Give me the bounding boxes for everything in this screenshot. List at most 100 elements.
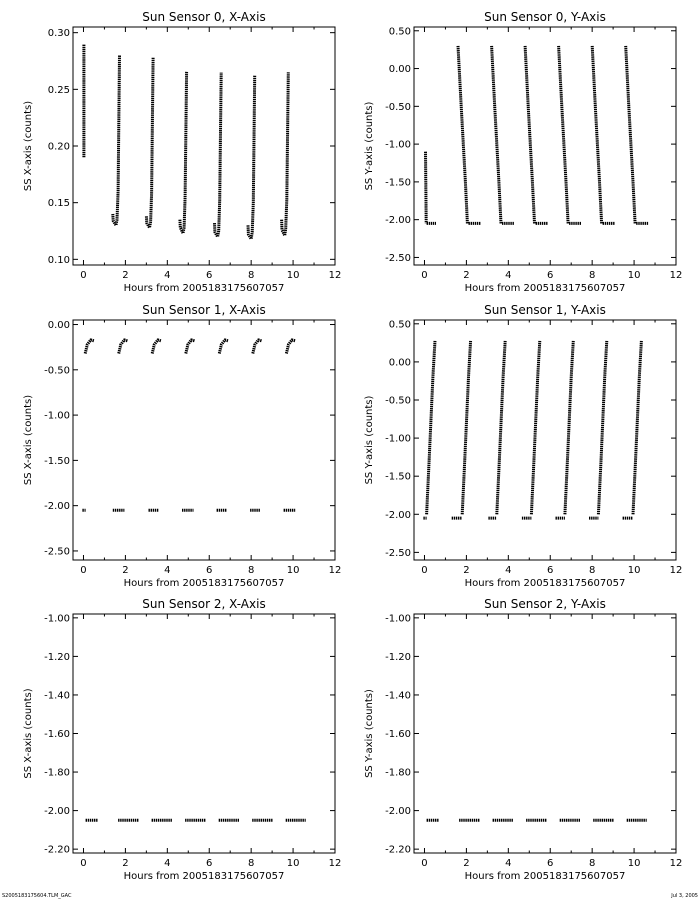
y-axis-label: SS X-axis (counts) bbox=[23, 395, 34, 485]
x-tick-label: 0 bbox=[421, 858, 427, 869]
y-tick-label: 0.30 bbox=[48, 28, 70, 39]
x-tick-label: 10 bbox=[287, 270, 300, 281]
plot-frame bbox=[72, 613, 336, 854]
plot-frame bbox=[413, 613, 677, 854]
x-tick-label: 2 bbox=[122, 270, 128, 281]
data-segment-4 bbox=[490, 45, 503, 224]
x-axis-label: Hours from 2005183175607057 bbox=[124, 578, 285, 589]
y-tick-label: 0.00 bbox=[389, 357, 411, 368]
chart-title: Sun Sensor 2, Y-Axis bbox=[484, 597, 606, 611]
x-tick-label: 12 bbox=[670, 858, 683, 869]
y-tick-label: -1.40 bbox=[385, 690, 411, 701]
x-tick-label: 0 bbox=[80, 858, 86, 869]
chart-panel-2: Sun Sensor 1, X-Axis 0 2 4 6 8 10 12 -2.50 -2.00 -… bbox=[23, 303, 341, 589]
y-tick-label: -1.50 bbox=[44, 456, 70, 467]
y-tick-label: -1.20 bbox=[44, 652, 70, 663]
y-tick-label: -2.20 bbox=[44, 845, 70, 856]
y-tick-label: -1.00 bbox=[44, 613, 70, 624]
x-tick-label: 0 bbox=[421, 270, 427, 281]
x-tick-label: 2 bbox=[463, 858, 469, 869]
x-tick-label: 4 bbox=[505, 858, 511, 869]
data-segment-5 bbox=[251, 338, 263, 354]
plot-frame bbox=[72, 319, 336, 561]
x-tick-label: 8 bbox=[589, 858, 595, 869]
chart-panel-1: Sun Sensor 0, Y-Axis 0 2 4 6 8 10 12 -2.50 -2.00 -… bbox=[364, 10, 682, 294]
data-segment-2 bbox=[150, 338, 162, 354]
x-tick-label: 12 bbox=[670, 565, 683, 576]
data-segment-12 bbox=[624, 45, 637, 224]
x-axis-label: Hours from 2005183175607057 bbox=[124, 283, 285, 294]
chart-panel-4: Sun Sensor 2, X-Axis 0 2 4 6 8 10 12 -2.20 -2.00 -… bbox=[23, 597, 341, 882]
y-tick-label: 0.50 bbox=[389, 26, 411, 37]
plot-frame bbox=[413, 26, 677, 266]
y-axis-label: SS X-axis (counts) bbox=[23, 101, 34, 191]
data-segment-11 bbox=[596, 340, 609, 515]
data-segment-7 bbox=[529, 340, 542, 515]
x-tick-label: 12 bbox=[329, 565, 342, 576]
y-tick-label: -2.50 bbox=[385, 548, 411, 559]
x-tick-label: 10 bbox=[287, 565, 300, 576]
x-tick-label: 2 bbox=[463, 270, 469, 281]
data-segment-5 bbox=[495, 340, 507, 515]
data-segment-6 bbox=[280, 72, 290, 237]
y-tick-label: -0.50 bbox=[385, 102, 411, 113]
data-segment-6 bbox=[284, 338, 296, 354]
x-tick-label: 2 bbox=[122, 858, 128, 869]
footer-filename: S2005183175604.TLM_GAC bbox=[2, 893, 72, 899]
data-segment-1 bbox=[425, 340, 437, 515]
y-tick-label: -1.00 bbox=[385, 140, 411, 151]
y-tick-label: 0.15 bbox=[48, 198, 70, 209]
y-tick-label: -1.80 bbox=[44, 768, 70, 779]
x-tick-label: 0 bbox=[80, 565, 86, 576]
chart-title: Sun Sensor 1, X-Axis bbox=[142, 303, 265, 317]
x-tick-label: 8 bbox=[589, 270, 595, 281]
x-tick-label: 4 bbox=[164, 858, 170, 869]
chart-panel-3: Sun Sensor 1, Y-Axis 0 2 4 6 8 10 12 -2.50 -2.00 -… bbox=[364, 303, 682, 589]
y-tick-label: -1.60 bbox=[44, 729, 70, 740]
y-tick-label: -1.00 bbox=[44, 411, 70, 422]
y-tick-label: -2.00 bbox=[44, 806, 70, 817]
y-tick-label: 0.00 bbox=[389, 64, 411, 75]
x-tick-label: 6 bbox=[547, 858, 553, 869]
x-tick-label: 12 bbox=[670, 270, 683, 281]
x-tick-label: 0 bbox=[80, 270, 86, 281]
x-tick-label: 6 bbox=[547, 565, 553, 576]
data-segment-2 bbox=[144, 57, 155, 230]
x-axis-label: Hours from 2005183175607057 bbox=[124, 871, 285, 882]
x-tick-label: 4 bbox=[164, 270, 170, 281]
data-segment-3 bbox=[178, 71, 189, 235]
y-tick-label: -2.20 bbox=[385, 845, 411, 856]
x-tick-label: 10 bbox=[287, 858, 300, 869]
y-tick-label: -1.40 bbox=[44, 690, 70, 701]
x-tick-label: 10 bbox=[628, 858, 641, 869]
data-segment-0 bbox=[83, 338, 95, 354]
x-tick-label: 2 bbox=[463, 565, 469, 576]
plot-frame bbox=[72, 26, 336, 266]
x-tick-label: 4 bbox=[164, 565, 170, 576]
x-axis-label: Hours from 2005183175607057 bbox=[465, 578, 626, 589]
data-segment-1 bbox=[117, 338, 128, 354]
x-tick-label: 4 bbox=[505, 565, 511, 576]
x-tick-label: 6 bbox=[206, 858, 212, 869]
data-segment-4 bbox=[217, 338, 229, 354]
y-tick-label: -2.00 bbox=[385, 510, 411, 521]
y-tick-label: -1.50 bbox=[385, 177, 411, 188]
x-tick-label: 8 bbox=[248, 858, 254, 869]
y-tick-label: 0.50 bbox=[389, 319, 411, 330]
data-segment-4 bbox=[213, 72, 223, 239]
y-tick-label: -2.50 bbox=[44, 546, 70, 557]
data-segment-0 bbox=[424, 151, 428, 224]
chart-title: Sun Sensor 2, X-Axis bbox=[142, 597, 265, 611]
y-tick-label: -0.50 bbox=[44, 365, 70, 376]
y-tick-label: -1.00 bbox=[385, 434, 411, 445]
chart-title: Sun Sensor 0, X-Axis bbox=[142, 10, 265, 24]
x-tick-label: 6 bbox=[206, 565, 212, 576]
y-axis-label: SS Y-axis (counts) bbox=[364, 395, 375, 484]
y-tick-label: 0.25 bbox=[48, 85, 70, 96]
x-axis-label: Hours from 2005183175607057 bbox=[465, 283, 626, 294]
y-axis-label: SS Y-axis (counts) bbox=[364, 101, 375, 190]
y-tick-label: -1.00 bbox=[385, 613, 411, 624]
y-axis-label: SS X-axis (counts) bbox=[23, 688, 34, 778]
x-tick-label: 8 bbox=[589, 565, 595, 576]
